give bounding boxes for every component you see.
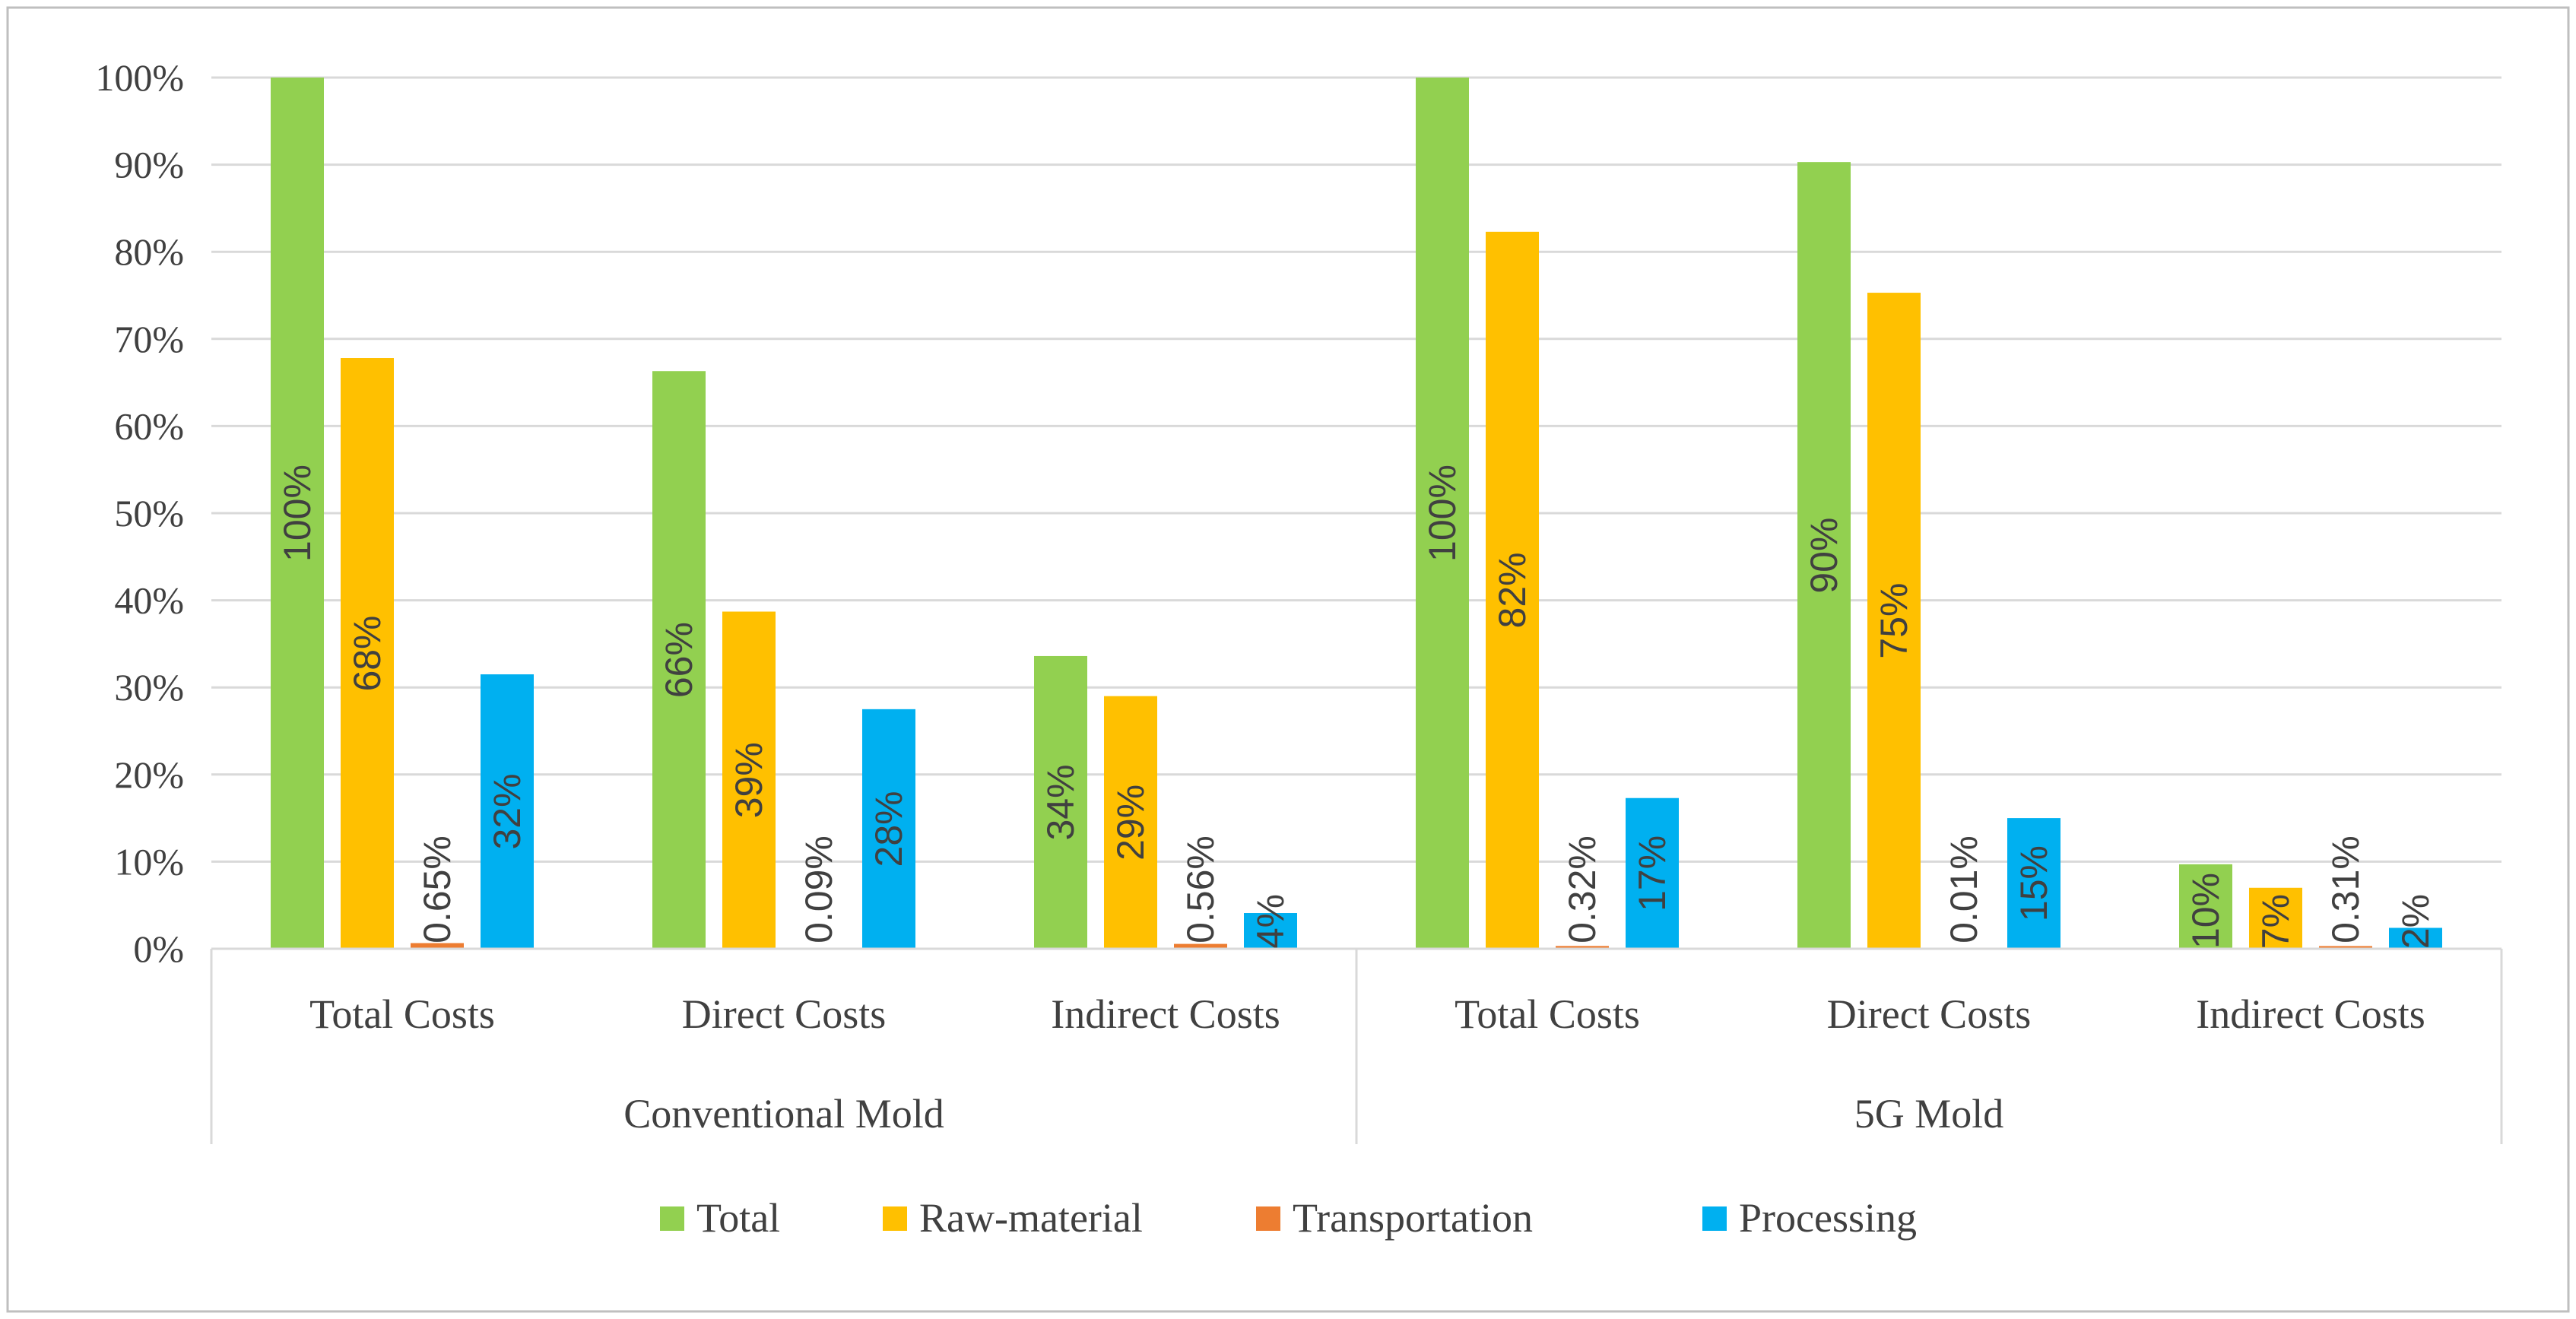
y-tick-label: 60% [114,404,184,447]
data-label: 0.01% [1943,835,1985,943]
y-tick-label: 90% [114,144,184,186]
bar [1797,162,1851,950]
bar [341,358,394,950]
y-tick-label: 100% [95,56,184,99]
category-label: Indirect Costs [2196,991,2425,1037]
bar [652,371,706,949]
bar [271,78,324,949]
y-tick-label: 0% [133,927,184,970]
bar [862,709,915,949]
data-label: 66% [658,622,700,698]
bar [1174,943,1227,949]
legend-swatch [883,1206,907,1231]
data-label: 32% [486,773,528,849]
legend-swatch [1256,1206,1280,1231]
y-tick-label: 50% [114,492,184,534]
bar [2179,864,2232,949]
bar [1556,946,1609,949]
data-label: 0.56% [1179,835,1222,943]
bar [2319,946,2372,949]
data-label: 82% [1491,552,1534,628]
bar [2007,818,2060,949]
chart-border [6,6,2570,1313]
bar [1244,913,1297,949]
category-label: Total Costs [309,991,495,1037]
y-tick-label: 70% [114,318,184,360]
legend-label: Transportation [1293,1195,1533,1241]
data-label: 10% [2184,873,2227,949]
group-label: Conventional Mold [623,1091,944,1137]
legend-label: Processing [1739,1195,1917,1241]
data-label: 100% [276,465,319,562]
y-tick-label: 40% [114,579,184,622]
data-label: 75% [1873,582,1915,658]
data-label: 15% [2013,845,2055,921]
data-label: 39% [728,742,770,818]
bar [1104,696,1157,949]
bar [1626,797,1679,949]
data-label: 0.65% [416,835,458,943]
data-label: 68% [346,615,389,691]
bar [481,674,534,949]
bar [1867,293,1921,949]
category-label: Indirect Costs [1051,991,1280,1037]
data-label: 0.32% [1561,835,1604,943]
data-label: 2% [2394,894,2437,949]
data-label: 28% [868,791,910,867]
data-label: 0.31% [2324,835,2367,943]
category-label: Direct Costs [1827,991,2031,1037]
data-label: 90% [1803,518,1845,594]
category-label: Total Costs [1455,991,1640,1037]
data-label: 34% [1039,764,1082,840]
data-label: 0.09% [798,835,840,943]
bar [1034,655,1087,949]
bar [2249,887,2302,949]
y-tick-label: 20% [114,753,184,796]
legend-swatch [660,1206,684,1231]
bar [1416,78,1469,949]
bar [2389,927,2442,949]
group-label: 5G Mold [1854,1091,2004,1137]
legend-label: Raw-material [919,1195,1143,1241]
y-tick-label: 30% [114,666,184,709]
data-label: 17% [1631,835,1673,912]
legend-label: Total [696,1195,780,1241]
data-label: 4% [1249,894,1292,949]
bar [411,943,464,949]
y-tick-label: 80% [114,230,184,273]
data-label: 7% [2254,894,2297,949]
bar [722,611,776,949]
y-tick-label: 10% [114,840,184,883]
data-label: 100% [1421,465,1464,562]
category-label: Direct Costs [682,991,886,1037]
data-label: 29% [1109,785,1152,861]
legend-swatch [1702,1206,1727,1231]
bar [1486,231,1539,949]
